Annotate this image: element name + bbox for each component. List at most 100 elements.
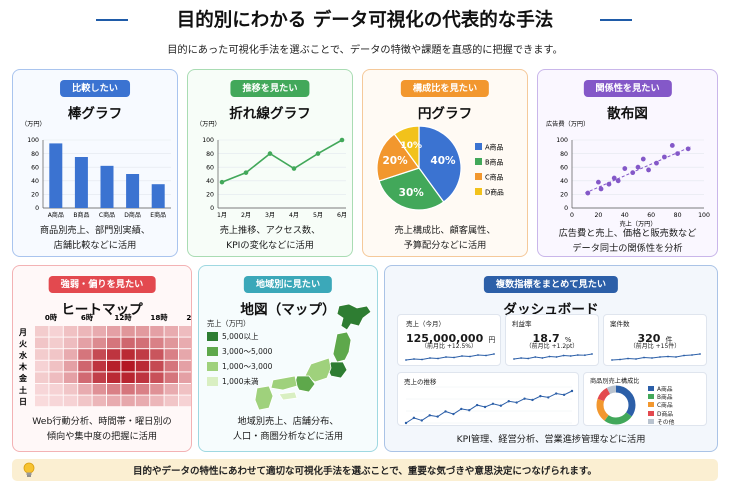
heatmap-cell — [63, 372, 78, 383]
line-chart: （万円） 0 20 40 60 80 100 1月 2月 3月 4月 5月 6月 — [196, 121, 347, 219]
trend-point — [562, 393, 566, 397]
donut-legend-item: D商品 — [648, 409, 674, 418]
heatmap-xtick-label: 0時 — [45, 313, 58, 322]
heatmap-cell — [121, 326, 135, 337]
heatmap-cell — [92, 326, 106, 337]
kpi-sales-value-wrap: 125,000,000 円 — [406, 327, 495, 346]
kpi-deals: 案件数 320 件 （前月比 +15件） — [603, 314, 707, 366]
title-line-left — [96, 19, 128, 21]
scatter-point — [669, 143, 675, 148]
heatmap-cell — [78, 372, 92, 383]
scatter-xtick-label: 60 — [647, 212, 655, 219]
bar-unit-label: （万円） — [21, 121, 46, 128]
heatmap-cell — [92, 360, 106, 372]
trend-point — [460, 407, 463, 411]
map-legend-swatch — [207, 347, 218, 356]
bar-ytick-label: 20 — [31, 192, 39, 199]
heatmap-cell — [107, 384, 121, 395]
trend-point — [547, 396, 550, 399]
line-ytick-label: 40 — [206, 178, 214, 185]
heatmap-cell — [92, 395, 106, 407]
donut-segment — [596, 385, 636, 425]
map-legend-swatch — [207, 362, 218, 371]
donut-legend-label: C商品 — [657, 403, 673, 410]
heatmap-cell — [150, 337, 164, 349]
heatmap-cell — [78, 395, 92, 407]
kpi-deals-unit: 件 — [665, 336, 673, 344]
map-card-tag: 地域別に見たい — [243, 276, 333, 293]
sparkline-point — [591, 353, 593, 355]
footer-text: 目的やデータの特性にあわせて適切な可視化手法を選ぶことで、重要な気づきや意思決定… — [133, 466, 597, 477]
donut-legend-label: その他 — [657, 419, 675, 426]
scatter-point — [646, 167, 651, 173]
line-ytick-label: 20 — [206, 192, 214, 199]
pie-slice — [418, 125, 462, 203]
sparkline-point — [469, 355, 471, 358]
map-legend-swatch — [207, 332, 218, 341]
donut-legend-swatch — [648, 418, 654, 424]
kpi-sales-sparkline — [405, 353, 495, 361]
trend-point — [507, 400, 510, 403]
scatter-desc-line-1: 広告費と売上、価格と販売数など — [558, 228, 697, 239]
scatter-point — [585, 190, 591, 196]
sparkline-point — [611, 359, 613, 361]
scatter-ytick-label: 80 — [560, 151, 568, 158]
kpi-margin-label: 利益率 — [512, 320, 532, 328]
map-card-desc: 地域別売上、店舗分布、 人口・商圏分析などに活用 — [199, 414, 377, 444]
map-desc-line-1: 地域別売上、店舗分布、 — [237, 416, 339, 427]
heatmap-cell — [164, 395, 178, 407]
donut-legend-swatch — [648, 402, 654, 408]
pie-value-label: 30% — [399, 187, 425, 199]
sparkline-point — [429, 357, 431, 359]
heatmap-cell — [63, 395, 78, 407]
heatmap-cell — [179, 326, 191, 337]
heatmap-cell — [35, 372, 49, 383]
scatter-chart: 広告費（万円） 0 20 40 60 80 100 0 20 40 60 80 100 売上（万円） — [546, 120, 710, 228]
donut-legend-label: A商品 — [657, 387, 673, 393]
heatmap-cell — [107, 326, 121, 337]
sparkline-point — [513, 358, 515, 360]
pie-legend-label: D商品 — [485, 188, 504, 197]
heatmap-card: 強弱・偏りを見たい ヒートマップ 0時 6時 12時 18時 24時月火水木金土日 We… — [12, 265, 192, 452]
dashboard-card-desc: KPI管理、経営分析、営業進捗管理などに活用 — [456, 434, 646, 445]
sparkline-series — [405, 353, 495, 361]
heatmap-cell — [107, 395, 121, 407]
pie-legend-swatch — [475, 188, 482, 195]
sparkline-point — [527, 357, 530, 360]
sparkline-point — [643, 356, 645, 359]
pie-legend-label: C商品 — [485, 173, 504, 182]
line-chart-card: 推移を見たい 折れ線グラフ （万円） 0 20 40 60 80 100 1月 2月 3月 4月 5月… — [187, 69, 353, 257]
donut-legend-item: その他 — [648, 417, 675, 426]
scatter-trendline — [584, 146, 692, 194]
heatmap-cell — [92, 384, 106, 395]
heatmap-cell — [135, 349, 150, 360]
heatmap-cell — [150, 384, 164, 395]
kpi-deals-sparkline — [611, 353, 701, 361]
donut-legend-swatch — [648, 386, 654, 391]
sparkline-point — [453, 356, 455, 359]
heatmap-cell — [92, 372, 106, 383]
scatter-ytick-label: 20 — [560, 192, 568, 199]
heatmap-cell — [78, 326, 92, 337]
line-ytick-label: 80 — [206, 151, 214, 158]
sparkline-point — [584, 354, 586, 357]
pie-legend-swatch — [475, 173, 482, 180]
sparkline-point — [675, 356, 677, 358]
bar-ytick-label: 80 — [31, 151, 39, 158]
bar-card-desc: 商品別売上、部門別実績、 店舗比較などに活用 — [13, 223, 177, 253]
scatter-point — [685, 146, 691, 152]
pie-value-label: 20% — [382, 155, 408, 167]
donut-legend-item: B商品 — [648, 392, 674, 401]
page-title: 目的別にわかる データ可視化の代表的な手法 — [176, 10, 554, 31]
line-desc-line-2: KPIの変化などに活用 — [226, 240, 314, 251]
pie-desc-line-1: 売上構成比、顧客属性、 — [394, 225, 496, 236]
heatmap-row-label: 水 — [18, 350, 28, 360]
bar — [49, 143, 63, 208]
heatmap-cell — [35, 349, 49, 360]
heatmap-cell — [107, 360, 121, 372]
kpi-sales-sub: （前月比 +12.5%） — [421, 343, 477, 350]
kpi-margin-unit: % — [564, 336, 572, 344]
heatmap-cell — [63, 384, 78, 395]
heatmap-card-desc: Web行動分析、時間帯・曜日別の 傾向や集中度の把握に活用 — [13, 414, 191, 444]
line-point — [315, 151, 321, 156]
